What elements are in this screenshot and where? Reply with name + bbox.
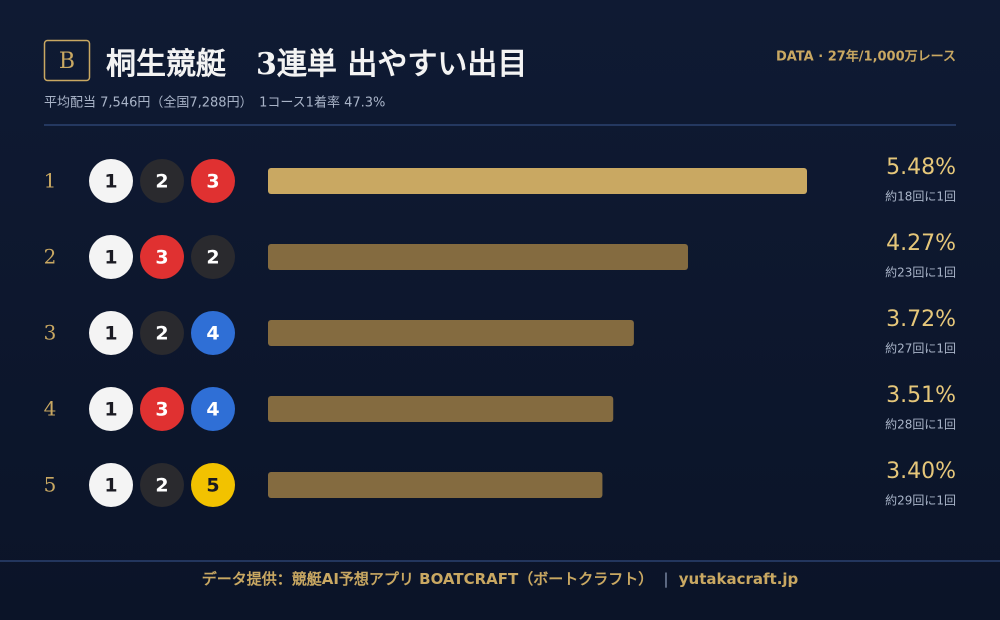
frequency-label: 約23回に1回 [885, 265, 956, 280]
boat-number: 1 [104, 171, 117, 193]
boat-circle [89, 311, 133, 355]
rank: 1 [44, 169, 57, 193]
badge-frame [43, 39, 91, 82]
bar [268, 320, 634, 346]
rank: 5 [44, 473, 57, 497]
source: DATA · 27年/1,000万レース [776, 49, 956, 65]
footer-site: yutakacraft.jp [679, 570, 799, 588]
boat-number: 3 [206, 171, 219, 193]
value-label: 5.48% [886, 155, 956, 180]
frequency-label: 約27回に1回 [885, 341, 956, 356]
frequency-label: 約18回に1回 [885, 189, 956, 204]
bar [268, 244, 688, 270]
boat-circle [140, 311, 184, 355]
boat-number: 2 [155, 171, 168, 193]
boat-circle [89, 387, 133, 431]
boat-circle [191, 235, 235, 279]
boat-circle [89, 463, 133, 507]
boat-number: 2 [155, 323, 168, 345]
boat-number: 3 [155, 399, 168, 421]
bar [268, 472, 603, 498]
boat-circle [140, 463, 184, 507]
boat-number: 1 [104, 247, 117, 269]
boat-number: 2 [155, 475, 168, 497]
boat-number: 5 [206, 475, 219, 497]
boat-number: 2 [206, 247, 219, 269]
boat-circle [89, 159, 133, 203]
boat-circle [191, 463, 235, 507]
frequency-label: 約29回に1回 [885, 493, 956, 508]
rank: 3 [44, 321, 57, 345]
rank: 4 [44, 397, 57, 421]
boat-number: 1 [104, 475, 117, 497]
frequency-label: 約28回に1回 [885, 417, 956, 432]
value-label: 3.40% [886, 459, 956, 484]
boat-circle [140, 387, 184, 431]
value-label: 3.72% [886, 307, 956, 332]
boat-circle [191, 159, 235, 203]
badge: B [59, 49, 75, 74]
rank: 2 [44, 245, 57, 269]
separator: | [663, 570, 668, 589]
boat-number: 4 [206, 399, 219, 421]
boat-number: 1 [104, 399, 117, 421]
boat-circle [140, 235, 184, 279]
bar [268, 168, 807, 194]
subtitle: 平均配当 7,546円（全国7,288円） 1コース1着率 47.3% [44, 95, 385, 111]
bar [268, 396, 614, 422]
boat-number: 4 [206, 323, 219, 345]
boat-circle [191, 311, 235, 355]
footer: データ提供：競艇AI予想アプリ BOATCRAFT（ボートクラフト） | yutak… [202, 570, 799, 589]
footer-credit: データ提供：競艇AI予想アプリ BOATCRAFT（ボートクラフト） [202, 570, 654, 588]
boat-number: 3 [155, 247, 168, 269]
value-label: 3.51% [886, 383, 956, 408]
boat-circle [89, 235, 133, 279]
value-label: 4.27% [886, 231, 956, 256]
boat-circle [191, 387, 235, 431]
title: 桐生競艇 3連単 出やすい出目 [106, 47, 527, 82]
boat-number: 1 [104, 323, 117, 345]
boat-circle [140, 159, 184, 203]
